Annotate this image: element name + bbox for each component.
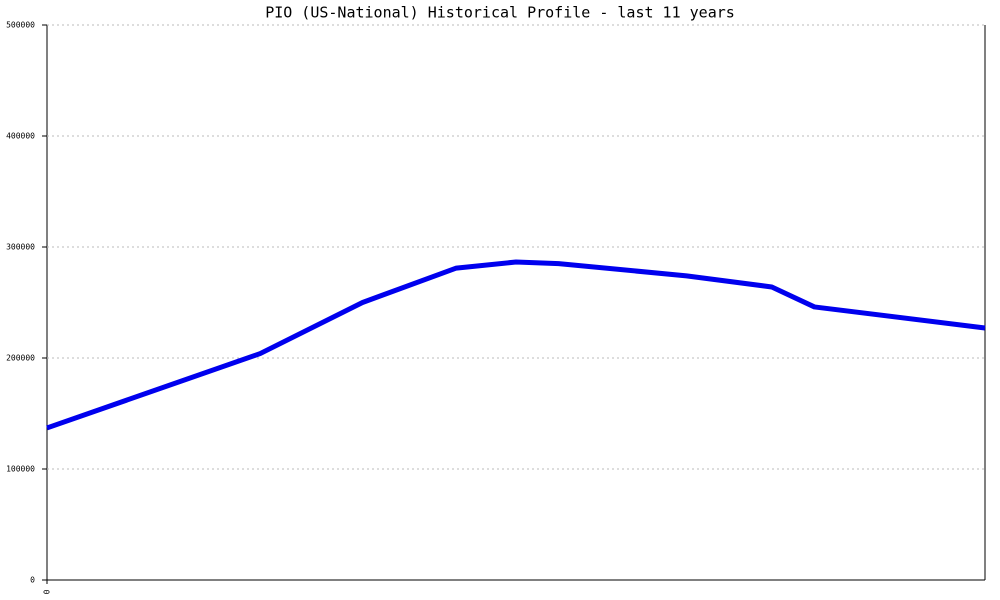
- data-line: [46, 259, 986, 431]
- y-tick-label: 0: [30, 576, 35, 585]
- chart-title: PIO (US-National) Historical Profile - l…: [265, 4, 735, 22]
- x-tick-label: 0: [43, 589, 52, 594]
- y-tick-label: 200000: [6, 354, 35, 363]
- y-tick-label: 100000: [6, 465, 35, 474]
- y-tick-label: 500000: [6, 21, 35, 30]
- y-tick-label: 400000: [6, 132, 35, 141]
- y-tick-label: 300000: [6, 243, 35, 252]
